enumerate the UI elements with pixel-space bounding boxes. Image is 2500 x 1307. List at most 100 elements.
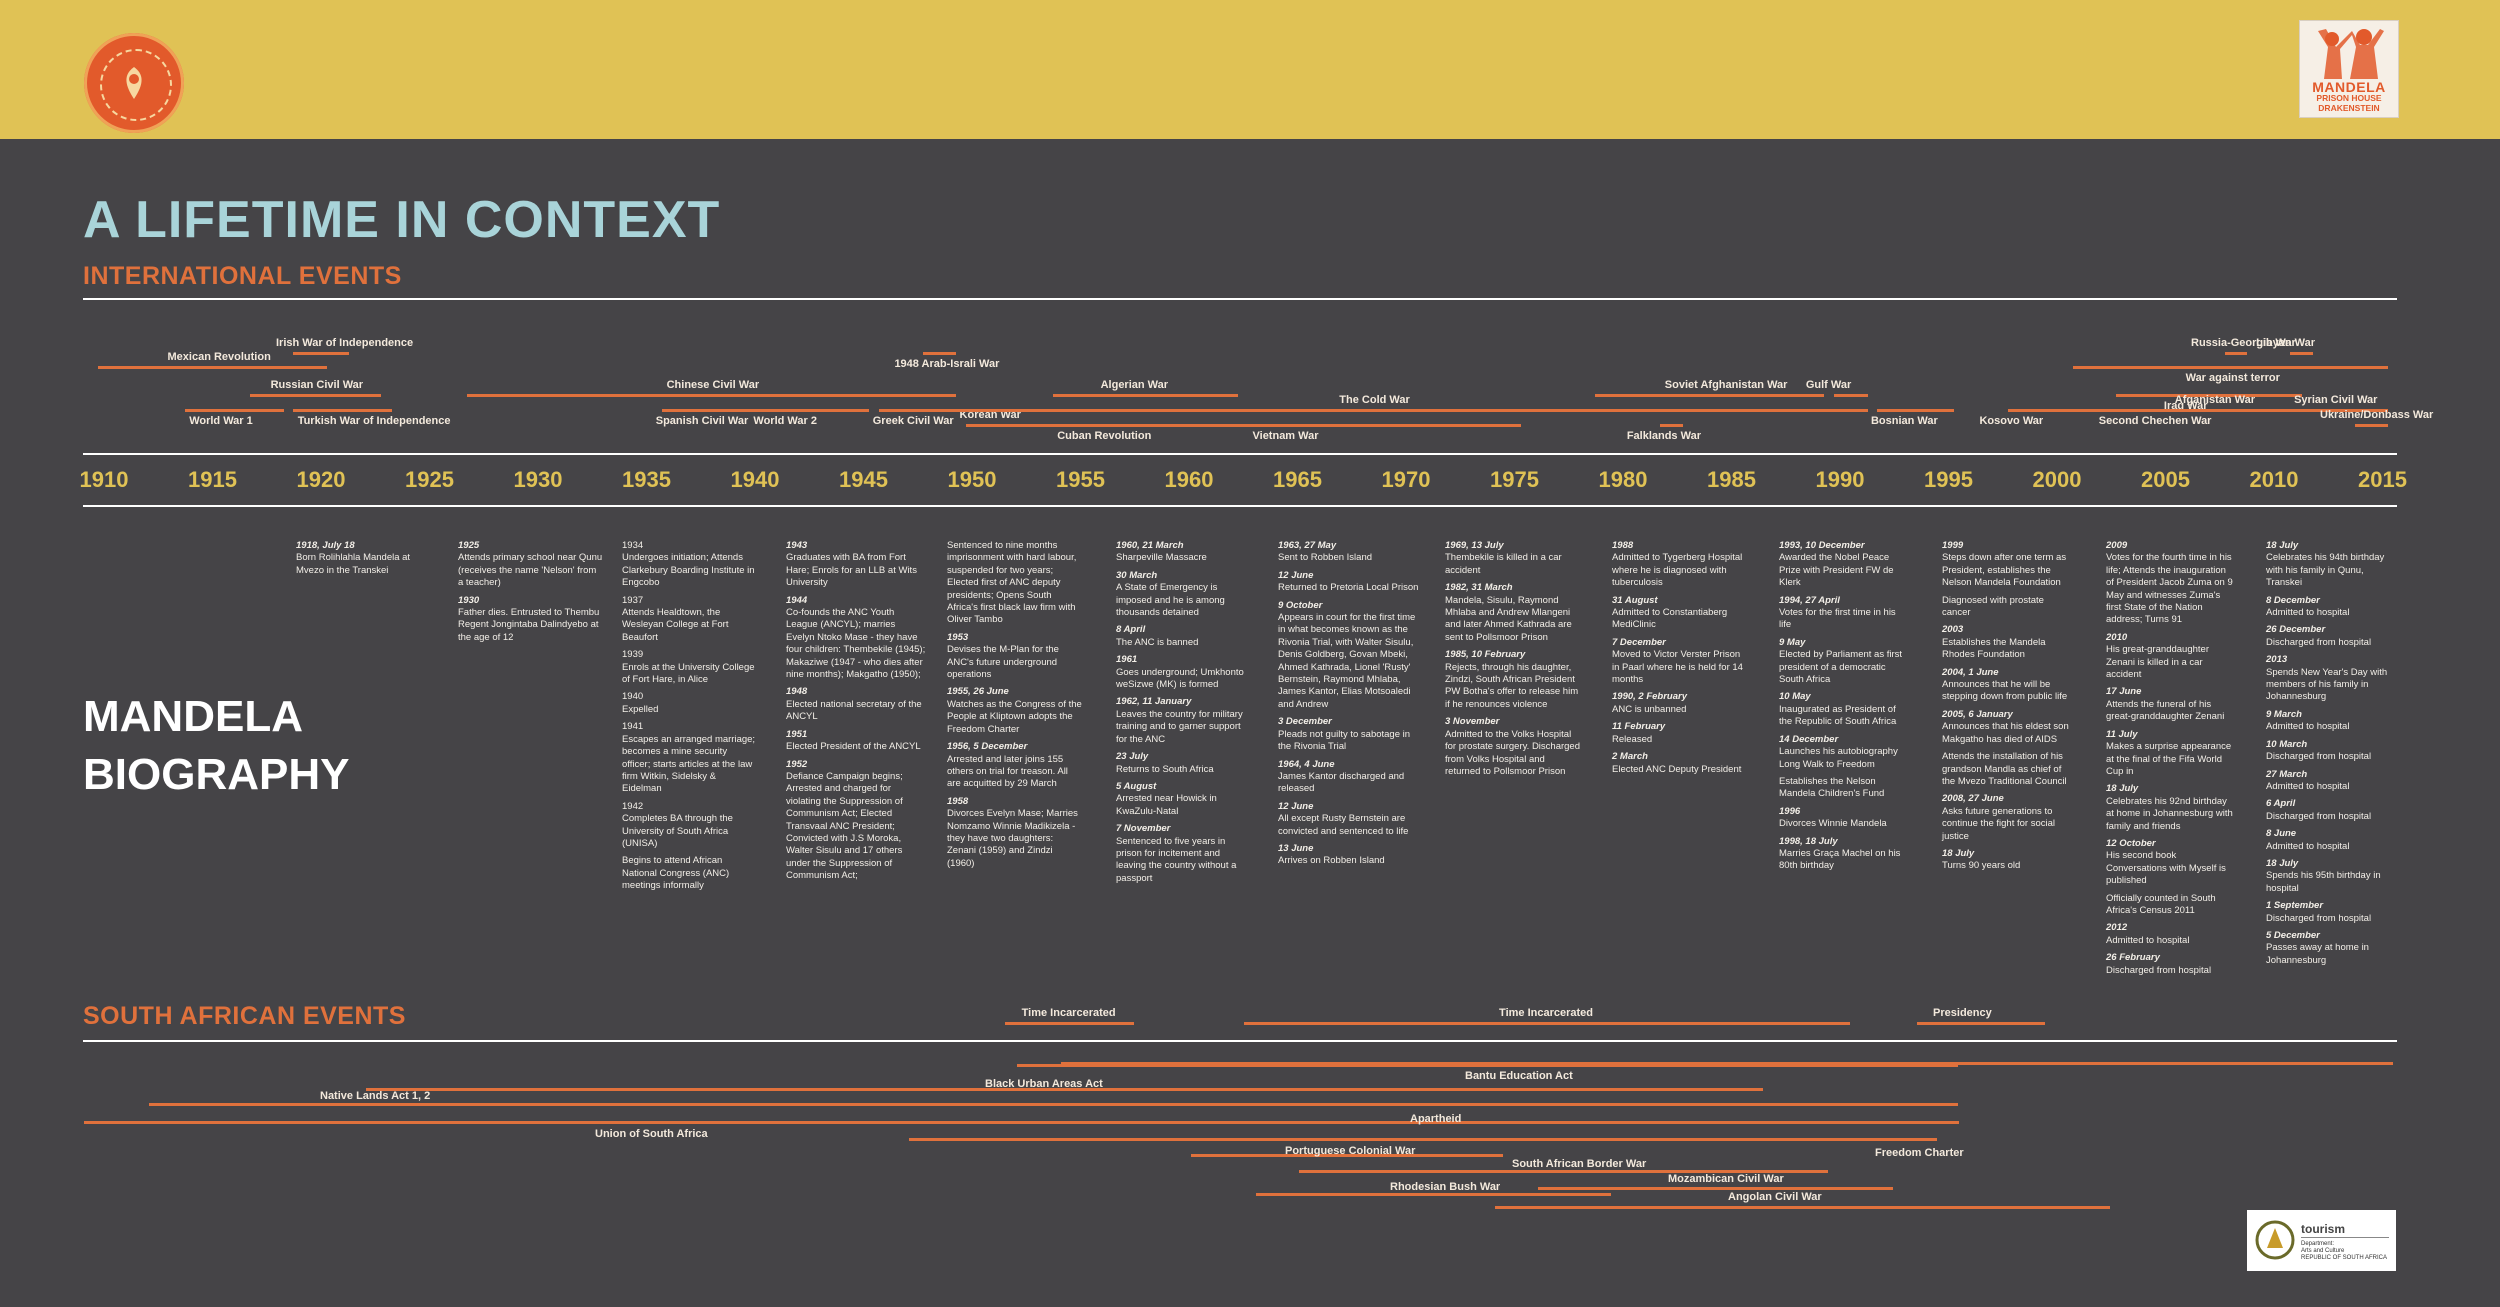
biography-title-line-2: BIOGRAPHY [83, 750, 350, 799]
biography-entry-date: 1958 [947, 795, 969, 807]
biography-entry: 1960, 21 March Sharpeville Massacre [1116, 540, 1251, 565]
biography-entry: 1937 Attends Healdtown, the Wesleyan Col… [622, 595, 757, 645]
biography-entry: 13 June Arrives on Robben Island [1278, 843, 1423, 868]
year-label: 1980 [1598, 467, 1648, 492]
biography-entry-text: Pleads not guilty to sabotage in the Riv… [1278, 728, 1411, 753]
biography-entry-date: 23 July [1116, 751, 1149, 763]
biography-entry-text: Elected national secretary of the ANCYL [786, 698, 922, 723]
biography-entry-text: His great-granddaughter Zenani is killed… [2106, 644, 2209, 681]
biography-entry-text: Thembekile is killed in a car accident [1445, 552, 1562, 576]
international-event-label: Cuban Revolution [1057, 430, 1152, 442]
biography-entry: 30 March A State of Emergency is imposed … [1116, 570, 1251, 620]
biography-column: 1934 Undergoes initiation; Attends Clark… [622, 540, 757, 898]
international-event-bar [1834, 394, 1868, 397]
biography-entry: 9 October Appears in court for the first … [1278, 600, 1423, 712]
biography-entry: 1962, 11 January Leaves the country for m… [1116, 696, 1251, 746]
biography-entry-text: Announces that he will be stepping down … [1942, 679, 2068, 703]
international-event-bar [922, 352, 957, 355]
biography-entry: 1925 Attends primary school near Qunu (re… [458, 540, 603, 590]
year-label: 1950 [947, 467, 997, 492]
biography-entry-text: Leaves the country for military training… [1116, 708, 1243, 745]
biography-entry-date: 3 November [1445, 716, 1500, 728]
incarceration-label: Presidency [1933, 1007, 1992, 1019]
international-event-bar [98, 366, 327, 369]
biography-entry-date: 1999 [1942, 540, 1964, 551]
biography-entry-text: Released [1612, 733, 1653, 745]
international-event-label: World War 1 [189, 415, 253, 427]
biography-entry-date: 2003 [1942, 624, 1964, 636]
biography-entry-date: 1956, 5 December [947, 741, 1028, 753]
biography-entry-text: 1941 Escapes an arranged marriage; becom… [622, 721, 756, 795]
biography-entry-date: 1990, 2 February [1612, 691, 1687, 703]
biography-entry: 1999 Steps down after one term as Preside… [1942, 540, 2072, 590]
biography-entry-date: 1930 [458, 594, 480, 606]
international-event-bar [2072, 366, 2389, 369]
header-bar [0, 0, 2500, 139]
biography-entry: 2010 His great-granddaughter Zenani is ki… [2106, 632, 2236, 682]
biography-entry: 1990, 2 February ANC is unbanned [1612, 691, 1747, 716]
year-label: 1930 [513, 467, 563, 492]
biography-entry-text: Devises the M-Plan for the ANC's future … [947, 644, 1059, 681]
south-african-event-label: Portuguese Colonial War [1285, 1145, 1416, 1157]
biography-entry: 18 July Spends his 95th birthday in hospi… [2266, 858, 2396, 895]
biography-entry: 1 September Discharged from hospital [2266, 900, 2396, 925]
year-label: 1940 [730, 467, 780, 492]
international-event-bar [2116, 394, 2302, 397]
biography-entry: 27 March Admitted to hospital [2266, 769, 2396, 794]
international-event-bar [727, 409, 870, 412]
biography-column: 1943 Graduates with BA from Fort Hare; En… [786, 540, 926, 888]
biography-entry-text: Attends primary school near Qunu (receiv… [458, 552, 603, 589]
biography-entry-text: Admitted to Tygerberg Hospital where he … [1612, 552, 1743, 589]
biography-entry-text: Admitted to the Volks Hospital for prost… [1445, 728, 1580, 777]
biography-entry: 1918, July 18 Born Rolihlahla Mandela at … [296, 540, 431, 577]
biography-entry-date: 6 April [2266, 798, 2296, 810]
biography-entry-text: Establishes the Mandela Rhodes Foundatio… [1942, 636, 2046, 661]
biography-entry-text: A State of Emergency is imposed and he i… [1116, 582, 1225, 619]
south-african-event-bar [84, 1121, 1959, 1124]
international-event-label: Russia-Georgia War [2191, 337, 2296, 349]
biography-entry-date: 10 March [2266, 738, 2308, 750]
biography-entry: 1956, 5 December Arrested and later joins… [947, 741, 1082, 791]
biography-entry: 1994, 27 April Votes for the first time i… [1779, 595, 1909, 632]
biography-entry-text: Arrested near Howick in KwaZulu-Natal [1116, 793, 1217, 817]
international-event-label: Mexican Revolution [167, 351, 271, 363]
international-event-label: Algerian War [1100, 379, 1169, 391]
biography-entry-date: 1994, 27 April [1779, 594, 1840, 606]
biography-entry: 1993, 10 December Awarded the Nobel Peace… [1779, 540, 1909, 590]
international-event-bar [2224, 352, 2248, 355]
international-event-bar [966, 424, 1044, 427]
biography-column: 18 July Celebrates his 94th birthday with… [2266, 540, 2396, 972]
biography-entry-date: 1960, 21 March [1116, 540, 1184, 551]
biography-entry-text: Votes for the first time in his life [1779, 607, 1896, 631]
biography-entry-text: Admitted to Constantiaberg MediClinic [1612, 607, 1728, 631]
biography-entry-text: Discharged from hospital [2106, 964, 2212, 976]
biography-entry-text: Sentenced to nine months imprisonment wi… [947, 540, 1077, 626]
biography-entry-text: 1934 Undergoes initiation; Attends Clark… [622, 540, 755, 589]
international-event-label: The Cold War [1339, 394, 1410, 406]
biography-entry-text: Graduates with BA from Fort Hare; Enrols… [786, 552, 917, 589]
year-label: 1925 [405, 467, 454, 492]
biography-entry-date: 9 March [2266, 708, 2302, 720]
international-event-label: Soviet Afghanistan War [1664, 379, 1788, 391]
biography-entry: 12 June All except Rusty Bernstein are co… [1278, 801, 1423, 838]
south-african-rule [83, 1040, 2397, 1042]
page-title: A LIFETIME IN CONTEXT [83, 191, 721, 249]
biography-entry-date: 8 June [2266, 828, 2297, 840]
biography-entry-text: Mandela, Sisulu, Raymond Mhlaba and Andr… [1445, 594, 1572, 643]
biography-entry: 1955, 26 June Watches as the Congress of … [947, 686, 1082, 736]
biography-entry-date: 8 December [2266, 594, 2320, 606]
south-african-event-bar [1537, 1187, 1894, 1190]
year-label: 1915 [188, 467, 237, 492]
biography-entry: Establishes the Nelson Mandela Children'… [1779, 776, 1909, 801]
biography-entry-date: 1969, 13 July [1445, 540, 1504, 551]
south-african-event-label: Union of South Africa [595, 1128, 708, 1140]
biography-entry-text: Discharged from hospital [2266, 751, 2372, 763]
biography-entry-text: Sent to Robben Island [1278, 552, 1373, 564]
international-event-bar [1052, 394, 1239, 397]
biography-entry: 9 March Admitted to hospital [2266, 709, 2396, 734]
biography-entry-text: His second book Conversations with Mysel… [2106, 850, 2226, 887]
biography-entry-text: Divorces Winnie Mandela [1779, 818, 1887, 830]
biography-entry-date: 2013 [2266, 654, 2288, 666]
biography-column: 1963, 27 May Sent to Robben Island 12 June… [1278, 540, 1423, 873]
international-event-label: Kosovo War [1979, 415, 2044, 427]
